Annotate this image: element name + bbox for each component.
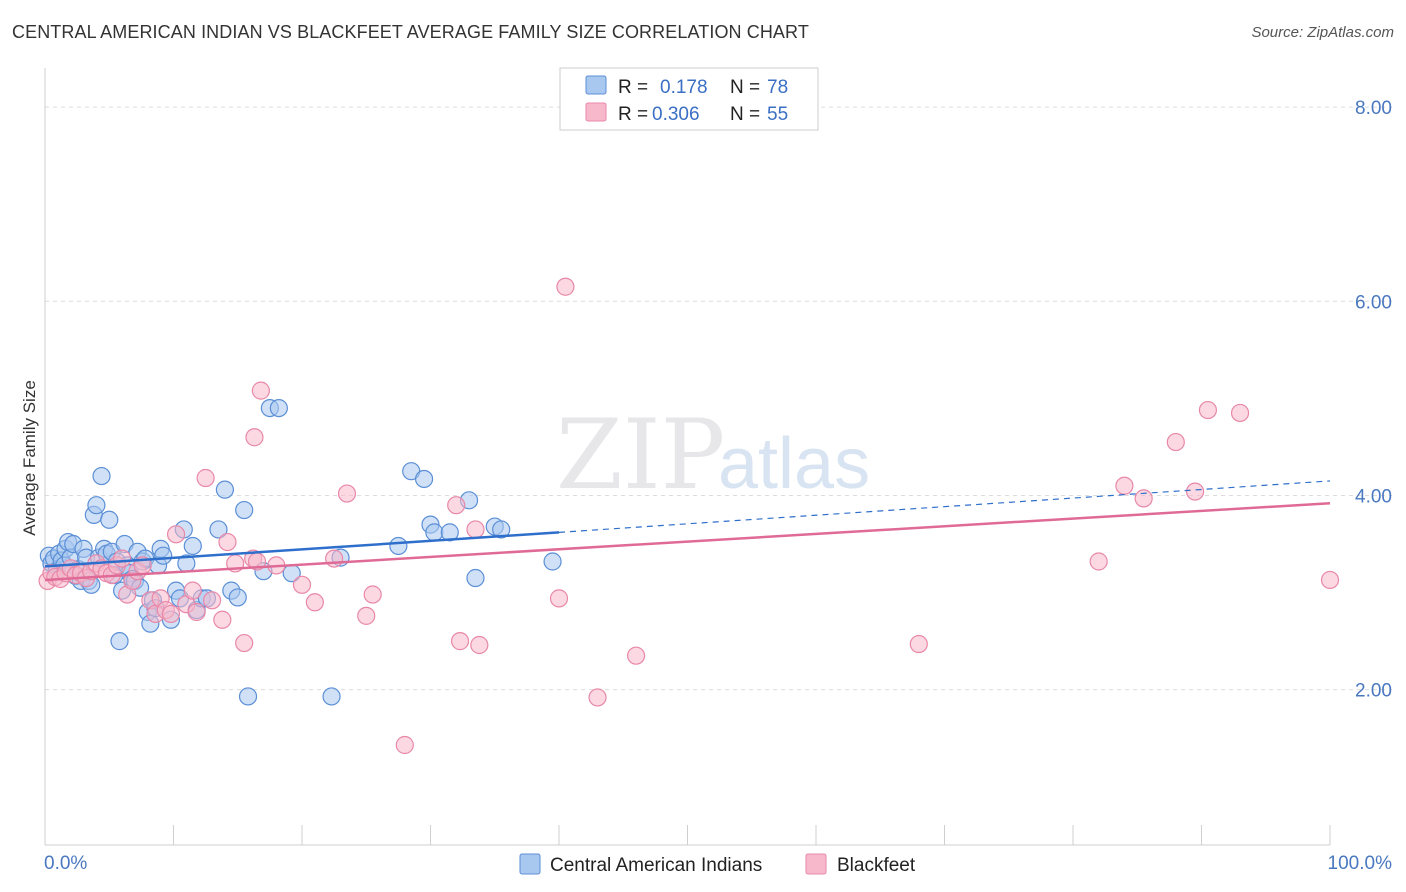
data-point: [251, 381, 270, 400]
data-point: [1166, 432, 1185, 452]
data-point: [235, 500, 254, 520]
y-tick-label: 2.00: [1355, 681, 1392, 702]
legend-n-value-0: 78: [767, 77, 788, 98]
bottom-legend: Central American Indians Blackfeet: [519, 853, 916, 876]
data-point: [154, 546, 173, 565]
data-point: [909, 634, 928, 654]
data-point: [1134, 489, 1153, 508]
legend-r-value-1: 0.306: [652, 104, 700, 125]
data-point: [549, 589, 569, 608]
data-point: [543, 552, 562, 571]
data-point: [112, 549, 132, 568]
legend-r-value-0: 0.178: [660, 77, 708, 98]
data-point: [425, 523, 444, 542]
data-point: [1320, 570, 1340, 590]
legend-r-label-1: R =: [618, 104, 648, 125]
y-tick-label: 4.00: [1355, 486, 1392, 507]
data-point: [1115, 476, 1134, 495]
legend-r-label-0: R =: [618, 77, 648, 98]
watermark-zip: ZIP: [556, 399, 725, 511]
trend-line-central-american: [44, 531, 560, 568]
bottom-legend-label-0: Central American Indians: [550, 855, 762, 876]
data-point: [202, 591, 222, 610]
trend-line-central-american-extension: [558, 480, 1331, 533]
axes: [44, 68, 1331, 846]
data-point: [325, 549, 344, 568]
chart-title: CENTRAL AMERICAN INDIAN VS BLACKFEET AVE…: [12, 22, 809, 42]
data-point: [87, 496, 106, 515]
data-point: [269, 399, 288, 418]
source-label: Source: ZipAtlas.com: [1251, 24, 1394, 41]
data-point: [183, 536, 202, 556]
y-tick-label: 6.00: [1355, 292, 1392, 313]
x-tick-min: 0.0%: [44, 853, 87, 874]
data-point: [1198, 400, 1218, 420]
data-point: [196, 468, 215, 488]
trend-line-blackfeet: [44, 502, 1331, 582]
bottom-legend-swatch-blue: [519, 853, 541, 875]
data-point: [238, 687, 258, 706]
data-point: [215, 480, 234, 499]
legend-swatch-blue: [585, 75, 607, 95]
data-point: [470, 635, 489, 655]
data-point: [213, 610, 232, 629]
x-tick-max: 100.0%: [1328, 853, 1393, 874]
data-point: [395, 735, 414, 755]
data-point: [209, 520, 228, 539]
trend-lines: [44, 480, 1331, 582]
data-point: [110, 632, 129, 651]
data-point: [228, 588, 247, 607]
data-point: [166, 525, 186, 544]
bottom-legend-swatch-pink: [805, 853, 827, 875]
data-point: [389, 536, 408, 556]
data-point: [440, 523, 459, 542]
data-point: [1230, 403, 1250, 423]
y-axis-label: Average Family Size: [20, 380, 39, 536]
data-point: [161, 604, 181, 624]
data-point: [492, 520, 511, 539]
data-point: [466, 568, 485, 588]
data-point: [466, 520, 485, 539]
data-point: [556, 277, 575, 296]
data-point: [218, 532, 237, 552]
legend-n-value-1: 55: [767, 104, 788, 125]
legend-n-label-0: N =: [730, 77, 760, 98]
data-point: [187, 602, 206, 622]
y-tick-labels: 2.00 4.00 6.00 8.00: [1355, 98, 1392, 702]
watermark-atlas: atlas: [718, 424, 870, 504]
data-point: [245, 428, 264, 447]
series-blackfeet: [38, 277, 1340, 755]
data-point: [92, 466, 111, 486]
grid-lines: [45, 106, 1392, 691]
bottom-legend-label-1: Blackfeet: [837, 855, 916, 876]
data-point: [305, 593, 324, 612]
data-point: [322, 687, 341, 706]
data-point: [235, 633, 254, 653]
legend-n-label-1: N =: [730, 104, 760, 125]
data-point: [292, 575, 312, 594]
watermark: ZIP atlas: [556, 399, 870, 511]
legend-swatch-pink: [585, 102, 607, 122]
top-legend: R = 0.178 N = 78 R = 0.306 N = 55: [559, 67, 819, 131]
data-point: [588, 688, 607, 707]
data-point: [363, 585, 382, 604]
data-point: [626, 646, 646, 665]
data-point: [183, 581, 202, 600]
data-point: [447, 496, 466, 515]
data-point: [357, 606, 376, 625]
data-point: [1185, 482, 1205, 501]
data-point: [100, 510, 119, 529]
data-point: [450, 632, 470, 651]
data-point: [414, 469, 434, 489]
data-point: [1089, 552, 1108, 571]
y-tick-label: 8.00: [1355, 98, 1392, 119]
data-point: [337, 484, 357, 503]
